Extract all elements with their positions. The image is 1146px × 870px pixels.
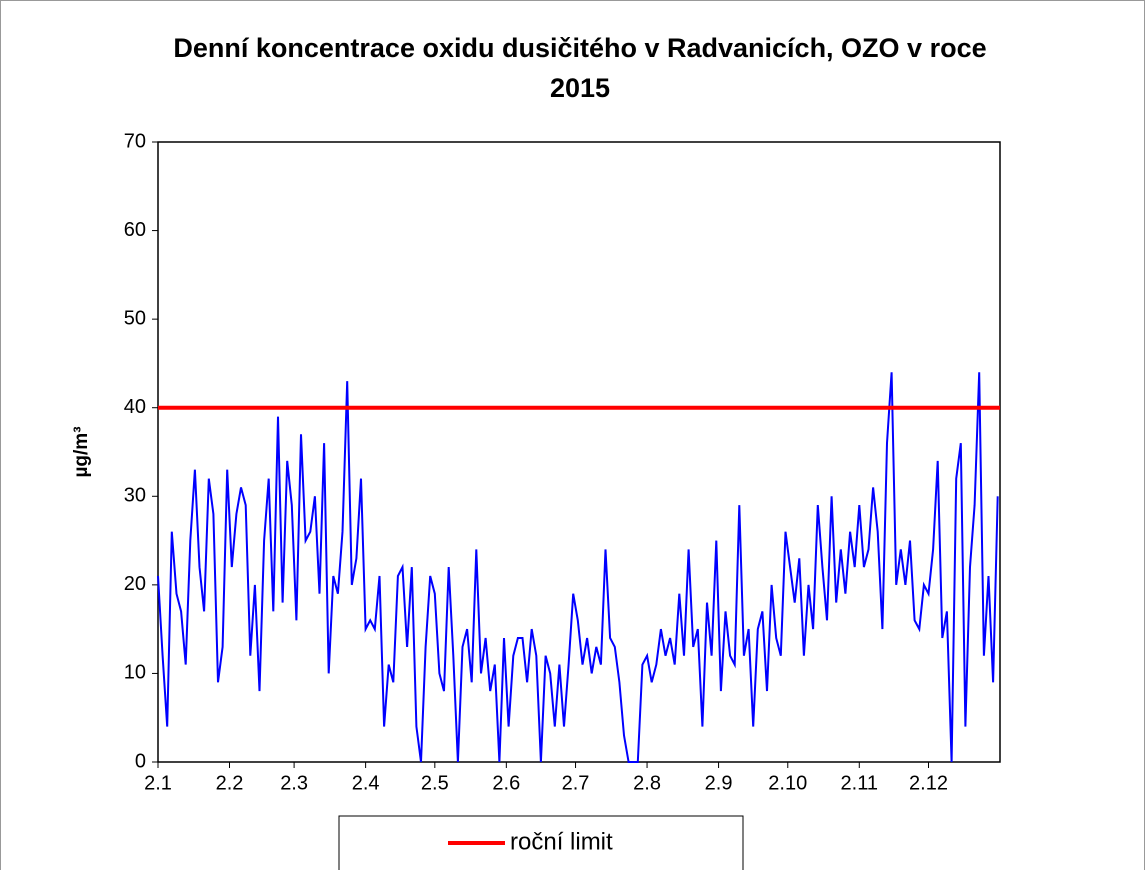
- legend-label: roční limit: [510, 828, 613, 855]
- data-line: [157, 372, 999, 763]
- x-tick-label: 2.9: [705, 772, 733, 794]
- x-tick-label: 2.4: [352, 772, 380, 794]
- y-axis-label: µg/m³: [71, 426, 92, 477]
- y-tick-label: 20: [124, 573, 146, 595]
- y-tick-label: 50: [124, 307, 146, 329]
- y-tick-label: 10: [124, 662, 146, 684]
- x-tick-label: 2.12: [909, 772, 948, 794]
- x-tick-label: 2.1: [144, 772, 172, 794]
- x-tick-label: 2.11: [841, 772, 878, 794]
- x-tick-label: 2.2: [216, 772, 244, 794]
- legend-box: [338, 815, 744, 870]
- x-tick-label: 2.5: [421, 772, 449, 794]
- x-tick-label: 2.7: [562, 772, 590, 794]
- plot-area: [157, 141, 1001, 763]
- y-tick-label: 70: [124, 130, 146, 152]
- x-tick-label: 2.8: [633, 772, 661, 794]
- x-tick-label: 2.6: [492, 772, 520, 794]
- y-tick-label: 40: [124, 396, 146, 418]
- x-tick-label: 2.3: [280, 772, 308, 794]
- y-tick-label: 30: [124, 485, 146, 507]
- y-tick-label: 60: [124, 219, 146, 241]
- x-tick-label: 2.10: [768, 772, 807, 794]
- chart-title: Denní koncentrace oxidu dusičitého v Rad…: [173, 33, 987, 103]
- y-tick-label: 0: [135, 750, 146, 772]
